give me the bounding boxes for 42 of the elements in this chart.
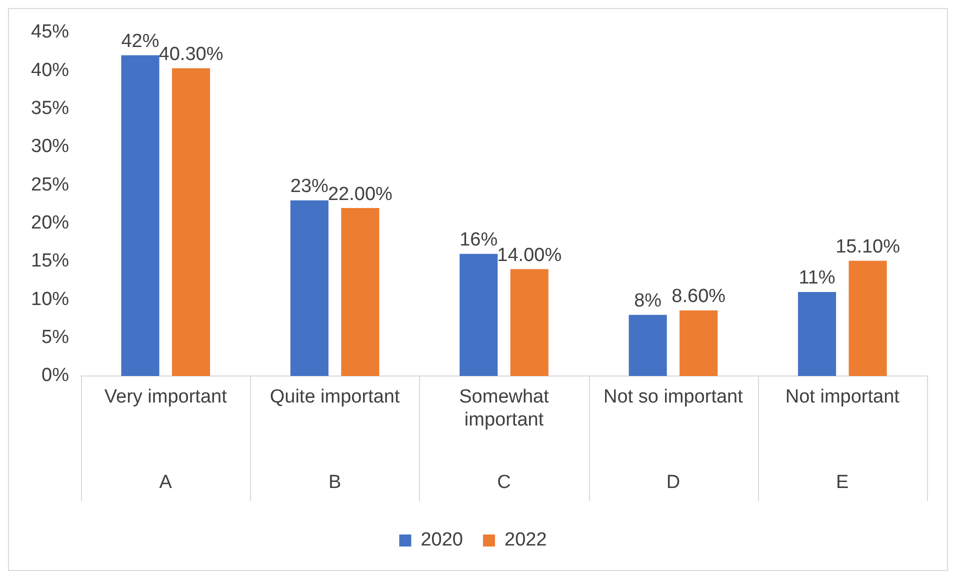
legend-label: 2020 <box>420 530 464 551</box>
y-tick-label: 30% <box>30 136 70 158</box>
bar <box>460 254 498 376</box>
y-tick-label: 10% <box>30 288 70 310</box>
data-label: 11% <box>798 268 836 289</box>
data-label: 8.60% <box>672 286 726 308</box>
text: E <box>836 472 849 494</box>
y-tick-label: 25% <box>30 174 70 196</box>
bar <box>121 55 160 376</box>
data-label: 42% <box>121 31 160 52</box>
x-tick-label: Quite important <box>270 386 400 408</box>
data-label: 8% <box>634 290 662 312</box>
x-tick-label: Very important <box>104 386 228 408</box>
x-tick-label: Somewhat important <box>459 386 550 430</box>
x-tick-label: Not so important <box>604 386 744 408</box>
y-tick-label: 35% <box>30 98 70 119</box>
text: C <box>497 472 511 494</box>
y-tick-label: 0% <box>42 365 70 386</box>
y-tick-label: 5% <box>42 327 70 348</box>
bar <box>680 310 718 376</box>
data-label: 15.10% <box>836 236 900 258</box>
bar <box>628 314 667 376</box>
text: A <box>159 472 172 494</box>
text: D <box>666 472 680 494</box>
bar <box>290 200 328 376</box>
bar <box>172 68 210 376</box>
data-label: 40.30% <box>158 44 224 66</box>
bar <box>341 208 380 376</box>
text: B <box>328 472 342 494</box>
y-tick-label: 40% <box>30 60 70 81</box>
data-label: 16% <box>460 230 498 251</box>
y-tick-label: 20% <box>30 212 70 234</box>
x-tick-label: Not important <box>785 386 900 408</box>
y-tick-label: 45% <box>30 22 70 43</box>
data-label: 23% <box>290 176 329 198</box>
bar <box>848 260 887 376</box>
data-label: 14.00% <box>497 244 562 266</box>
data-label: 22.00% <box>328 184 393 205</box>
bar <box>510 269 548 376</box>
bar <box>798 292 836 376</box>
legend-label: 2022 <box>504 530 547 551</box>
y-tick-label: 15% <box>30 250 70 272</box>
